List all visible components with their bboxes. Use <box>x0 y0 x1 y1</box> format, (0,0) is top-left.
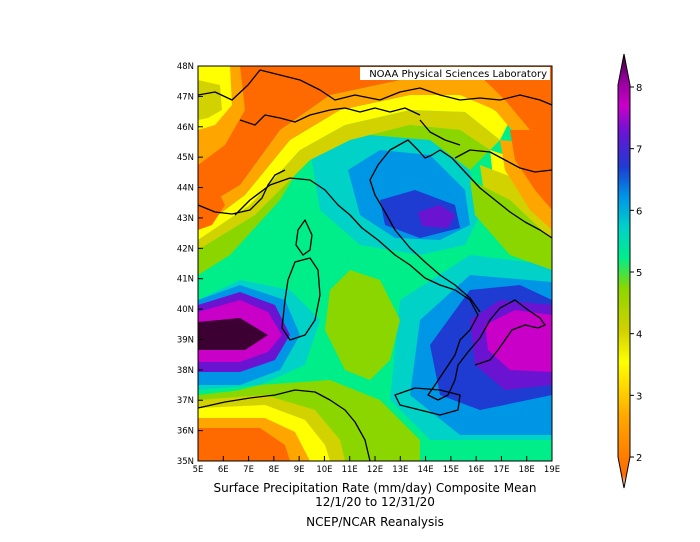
region-orange-topright <box>470 66 552 140</box>
caption-dates: 12/1/20 to 12/31/20 <box>315 495 435 509</box>
borders-italy-east <box>419 119 461 146</box>
lat-label: 38N <box>177 366 194 376</box>
lat-label: 40N <box>177 305 194 315</box>
colorbar-label: 6 <box>636 206 642 217</box>
lat-label: 45N <box>177 153 194 163</box>
coastlines <box>197 69 553 462</box>
precip-field <box>198 66 552 461</box>
lon-label: 18E <box>519 465 535 475</box>
lat-label: 47N <box>177 92 194 102</box>
lon-label: 9E <box>294 465 305 475</box>
coastline-italy <box>234 177 546 401</box>
lon-label: 11E <box>342 465 358 475</box>
caption-title: Surface Precipitation Rate (mm/day) Comp… <box>213 481 537 495</box>
region-olive-topleft <box>198 80 222 120</box>
region-yellow-north <box>198 95 510 240</box>
region-orange-southwest <box>198 428 290 461</box>
lat-label: 42N <box>177 244 194 254</box>
lon-label: 12E <box>367 465 383 475</box>
region-lime <box>325 270 400 380</box>
lon-label: 6E <box>218 465 229 475</box>
colorbar-body <box>617 53 631 489</box>
lat-label: 41N <box>177 275 194 285</box>
lon-label: 16E <box>468 465 484 475</box>
coastline-corsica <box>295 219 313 256</box>
region-lime-north <box>198 125 490 275</box>
credit-box: NOAA Physical Sciences Laboratory <box>360 67 550 80</box>
lon-label: 17E <box>493 465 509 475</box>
lat-label: 35N <box>177 457 194 467</box>
region-olive-north <box>198 110 500 250</box>
colorbar-label: 3 <box>636 391 642 402</box>
borders-alps <box>239 107 421 126</box>
credit-background <box>360 67 550 80</box>
latitude-axis: 48N 47N 46N 45N 44N 43N 42N 41N 40N 39N 38N 37N 36N 3… <box>177 62 203 467</box>
lon-label: 5E <box>193 465 204 475</box>
lat-label: 39N <box>177 335 194 345</box>
lon-label: 14E <box>417 465 433 475</box>
lon-label: 7E <box>243 465 254 475</box>
colorbar-label: 5 <box>636 268 642 279</box>
colorbar: 2 3 4 5 6 7 8 <box>617 53 642 489</box>
lat-label: 48N <box>177 62 194 72</box>
lon-label: 8E <box>268 465 279 475</box>
coastline-africa <box>197 389 371 462</box>
credit-text: NOAA Physical Sciences Laboratory <box>369 69 547 80</box>
coastline-adriatic-east <box>439 149 553 239</box>
colorbar-label: 4 <box>636 330 642 341</box>
lat-label: 36N <box>177 427 194 437</box>
coastline-france <box>197 169 286 215</box>
lat-label: 37N <box>177 396 194 406</box>
colorbar-label: 7 <box>636 145 642 156</box>
borders-balkans <box>454 149 553 173</box>
lat-label: 44N <box>177 184 194 194</box>
lat-label: 46N <box>177 123 194 133</box>
longitude-axis: 5E 6E 7E 8E 9E 10E 11E 12E 13E 14E 15E 16E 17E 18E 19E <box>193 456 560 475</box>
colorbar-ticks: 2 3 4 5 6 7 8 <box>630 83 642 464</box>
region-magenta-south <box>485 310 552 372</box>
region-darkpurple-west <box>198 318 268 350</box>
lon-label: 10E <box>316 465 332 475</box>
colorbar-label: 8 <box>636 83 642 94</box>
lon-label: 19E <box>544 465 560 475</box>
region-orange-east <box>510 130 552 210</box>
coastline-sicily <box>394 387 461 416</box>
lon-label: 15E <box>443 465 459 475</box>
region-orange-leftmid <box>198 175 225 230</box>
coastline-adriatic-west <box>369 139 481 313</box>
coastline-sardinia <box>281 257 321 341</box>
region-violet-north <box>418 205 455 228</box>
colorbar-label: 2 <box>636 453 642 464</box>
region-lime-east <box>470 180 552 270</box>
region-orange-north <box>198 66 552 210</box>
borders-north <box>197 69 553 106</box>
caption-source: NCEP/NCAR Reanalysis <box>306 515 444 529</box>
lon-label: 13E <box>392 465 408 475</box>
lat-label: 43N <box>177 214 194 224</box>
figure-caption: Surface Precipitation Rate (mm/day) Comp… <box>175 481 575 529</box>
